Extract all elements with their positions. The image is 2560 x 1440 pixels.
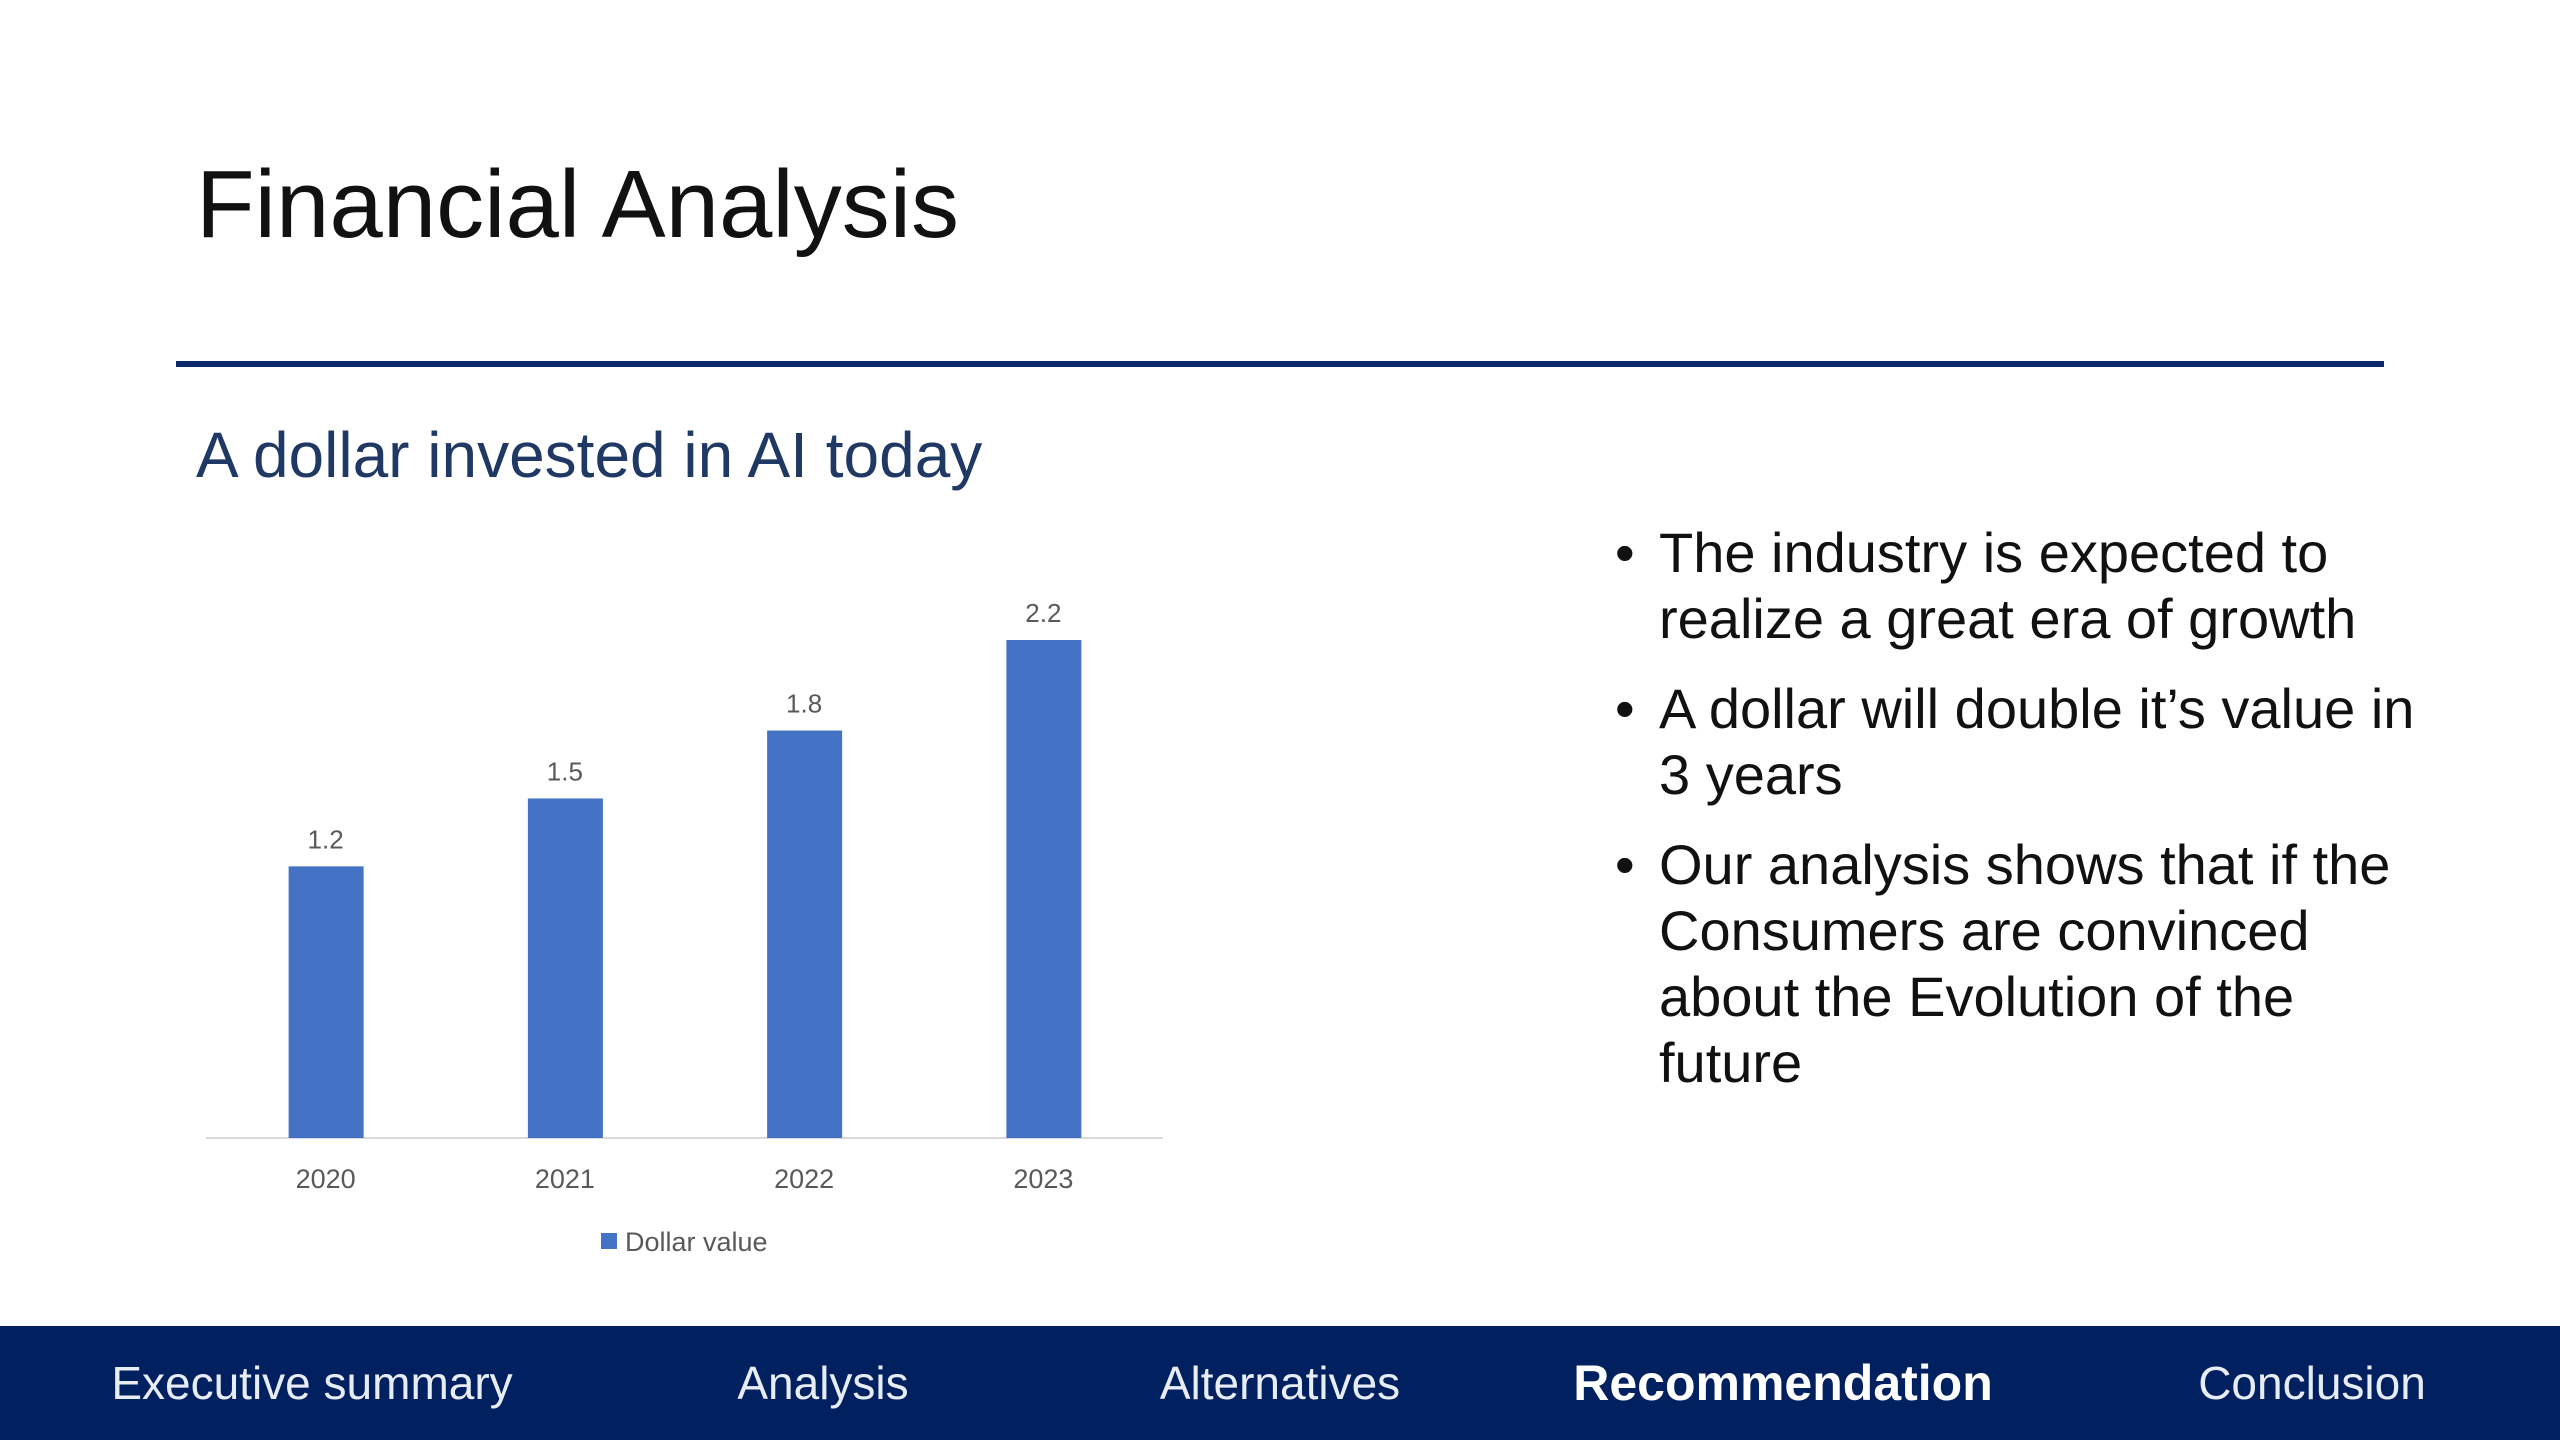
bullet-item: Our analysis shows that if the Consumers… [1615, 832, 2415, 1096]
data-label: 1.8 [786, 689, 822, 719]
bullet-item: The industry is expected to realize a gr… [1615, 520, 2415, 652]
data-label: 1.2 [308, 824, 344, 854]
legend-label: Dollar value [625, 1227, 768, 1257]
data-label: 1.5 [547, 756, 583, 786]
nav-tab[interactable]: Alternatives [1159, 1357, 1401, 1409]
x-tick-label: 2021 [535, 1164, 595, 1194]
x-tick-label: 2023 [1013, 1164, 1073, 1194]
bar-chart: 1.2 2020 1.5 2021 1.8 2022 2.2 2023 Dollar value [206, 598, 1163, 1257]
bar [288, 866, 364, 1138]
bullet-item: A dollar will double it’s value in 3 yea… [1615, 676, 2415, 808]
nav-tab[interactable]: Analysis [737, 1357, 909, 1409]
title-rule [176, 361, 2384, 367]
bar [767, 730, 843, 1138]
x-tick-label: 2022 [774, 1164, 834, 1194]
legend-swatch [601, 1233, 617, 1249]
bullet-list: The industry is expected to realize a gr… [1615, 520, 2415, 1120]
x-tick-label: 2020 [296, 1164, 356, 1194]
section-nav: Executive summary Analysis Alternatives Rec… [0, 1326, 2560, 1440]
nav-tab[interactable]: Executive summary [111, 1357, 513, 1409]
bar [1006, 640, 1082, 1138]
nav-tab[interactable]: Recommendation [1573, 1355, 1993, 1411]
slide-title: Financial Analysis [196, 151, 960, 258]
data-label: 2.2 [1025, 598, 1061, 628]
slide-subtitle: A dollar invested in AI today [196, 419, 983, 491]
nav-tab[interactable]: Conclusion [2198, 1357, 2426, 1409]
bar [527, 798, 603, 1138]
